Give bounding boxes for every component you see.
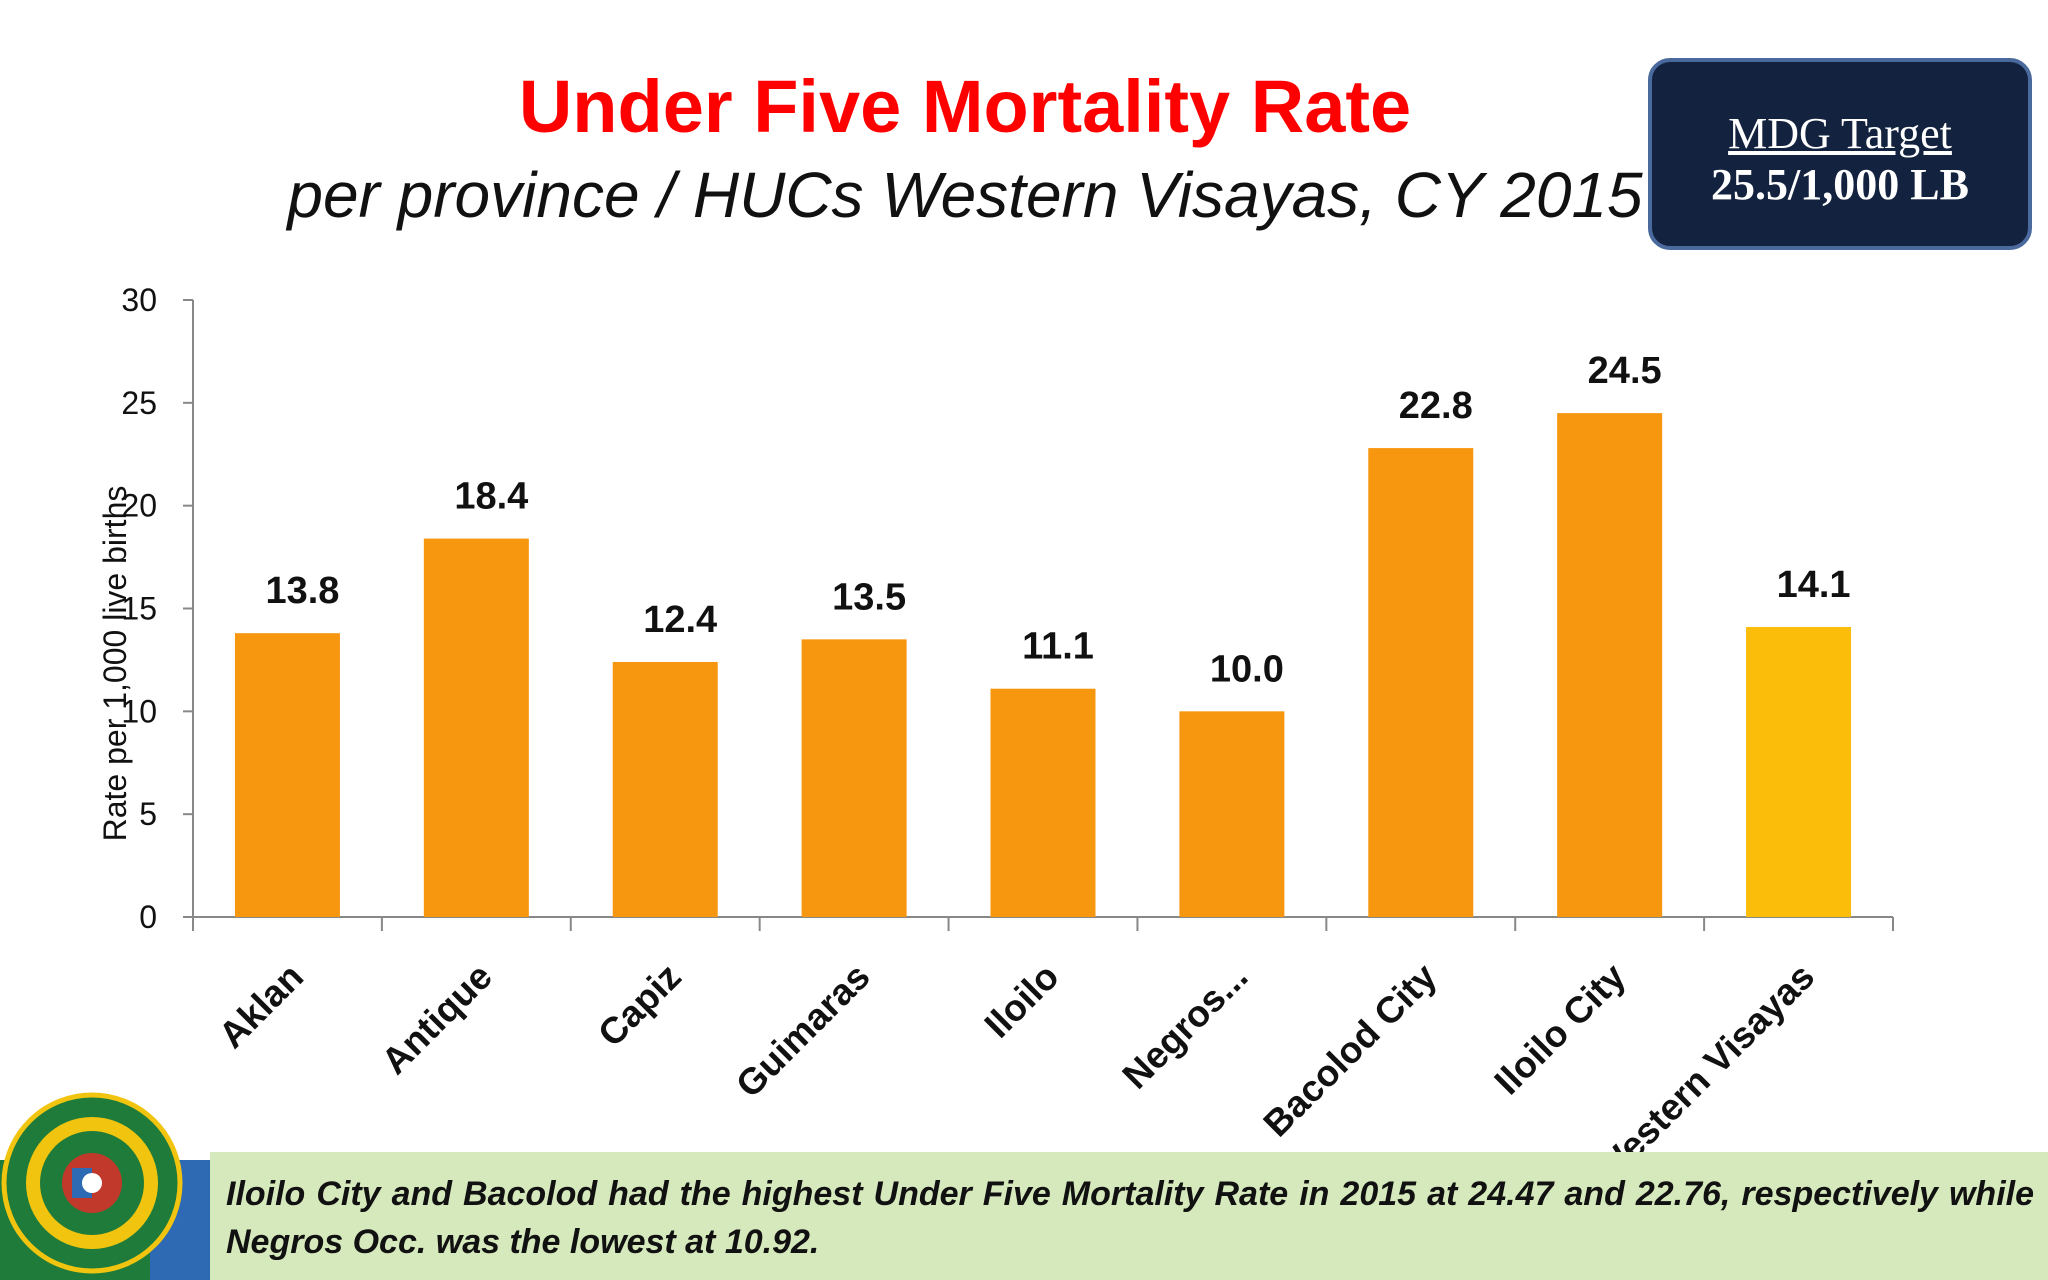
x-tick-label: Guimaras xyxy=(728,956,878,1106)
bar xyxy=(234,633,340,917)
mdg-target-label: MDG Target xyxy=(1728,109,1952,158)
y-tick-label: 0 xyxy=(139,899,157,935)
data-label: 13.8 xyxy=(265,570,339,612)
y-tick-label: 5 xyxy=(139,796,157,832)
data-label: 10.0 xyxy=(1210,648,1284,690)
bar xyxy=(990,688,1096,917)
bar xyxy=(1557,413,1663,917)
y-tick-label: 15 xyxy=(121,591,157,627)
chart-subtitle: per province / HUCs Western Visayas, CY … xyxy=(287,159,1643,231)
bar xyxy=(612,661,718,917)
y-tick-label: 30 xyxy=(121,282,157,318)
data-label: 18.4 xyxy=(454,476,528,518)
y-tick-label: 20 xyxy=(121,488,157,524)
y-tick-label: 25 xyxy=(121,385,157,421)
x-tick-label: Bacolod City xyxy=(1256,955,1445,1144)
x-tick-label: Antique xyxy=(374,956,500,1082)
bar-chart: 0 5 10 15 20 25 30 Rate per 1,000 live births 13… xyxy=(97,282,1894,1160)
y-axis-label: Rate per 1,000 live births xyxy=(97,486,133,842)
data-label: 12.4 xyxy=(643,599,717,641)
bar xyxy=(423,538,529,917)
x-tick-label: Capiz xyxy=(590,956,689,1055)
bar xyxy=(1368,448,1474,917)
mdg-target-value: 25.5/1,000 LB xyxy=(1711,160,1969,209)
x-tick-label: Aklan xyxy=(211,956,311,1056)
data-label: 14.1 xyxy=(1777,564,1851,606)
x-tick-label: Negros... xyxy=(1115,956,1256,1097)
x-tick-label: Iloilo City xyxy=(1487,955,1634,1102)
data-label: 24.5 xyxy=(1588,350,1662,392)
footer-note: Iloilo City and Bacolod had the highest … xyxy=(210,1152,2048,1280)
bar xyxy=(1746,627,1852,917)
chart-title: Under Five Mortality Rate xyxy=(518,65,1412,148)
bar xyxy=(1179,711,1285,917)
data-label: 13.5 xyxy=(832,576,906,618)
mdg-target-box: MDG Target 25.5/1,000 LB xyxy=(1648,58,2032,250)
data-label: 11.1 xyxy=(1022,626,1094,668)
x-tick-label: Iloilo xyxy=(977,956,1067,1046)
doh-seal-icon xyxy=(1,1092,183,1274)
y-tick-label: 10 xyxy=(121,693,157,729)
bar xyxy=(801,639,907,917)
data-label: 22.8 xyxy=(1399,385,1473,427)
